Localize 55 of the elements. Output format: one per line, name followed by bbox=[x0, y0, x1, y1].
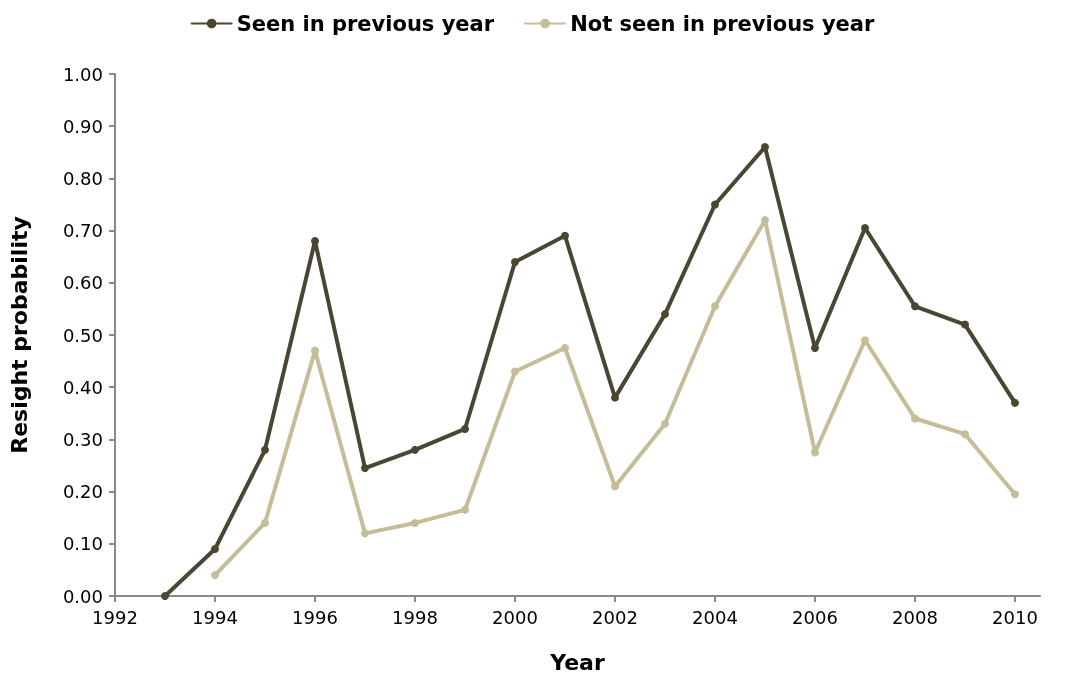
x-tick-label: 1996 bbox=[292, 606, 338, 628]
point bbox=[711, 302, 719, 311]
point bbox=[511, 367, 519, 376]
point bbox=[961, 320, 969, 329]
point bbox=[561, 344, 569, 353]
point bbox=[461, 424, 469, 433]
point bbox=[361, 529, 369, 538]
point bbox=[811, 344, 819, 353]
point bbox=[161, 592, 169, 600]
point bbox=[961, 430, 969, 439]
point bbox=[1011, 490, 1019, 499]
point bbox=[661, 310, 669, 319]
point bbox=[811, 448, 819, 457]
point bbox=[311, 346, 319, 355]
point bbox=[661, 419, 669, 428]
legend-label: Not seen in previous year bbox=[570, 11, 875, 36]
point bbox=[1011, 398, 1019, 407]
point bbox=[911, 414, 919, 423]
x-tick-label: 1998 bbox=[392, 606, 438, 628]
point bbox=[411, 445, 419, 454]
y-tick-label: 0.50 bbox=[62, 324, 103, 346]
x-tick-label: 2004 bbox=[692, 606, 738, 628]
point bbox=[211, 545, 219, 554]
y-tick-label: 0.60 bbox=[62, 272, 103, 294]
y-tick-label: 0.90 bbox=[62, 115, 103, 137]
point bbox=[711, 200, 719, 209]
y-tick-label: 0.20 bbox=[62, 481, 103, 503]
x-axis-title: Year bbox=[549, 649, 605, 675]
point bbox=[511, 257, 519, 266]
y-tick-label: 0.80 bbox=[62, 167, 103, 189]
point bbox=[611, 482, 619, 491]
point bbox=[561, 231, 569, 240]
point bbox=[411, 518, 419, 527]
point bbox=[261, 518, 269, 527]
point bbox=[361, 464, 369, 473]
point bbox=[261, 445, 269, 454]
point bbox=[211, 571, 219, 580]
legend-label: Seen in previous year bbox=[236, 11, 495, 36]
x-tick-label: 2008 bbox=[892, 606, 938, 628]
x-tick-label: 1994 bbox=[192, 606, 238, 628]
x-tick-label: 2006 bbox=[792, 606, 838, 628]
y-tick-label: 0.70 bbox=[62, 220, 103, 242]
y-tick-label: 0.40 bbox=[62, 376, 103, 398]
point bbox=[461, 505, 469, 514]
y-tick-label: 0.00 bbox=[62, 585, 103, 607]
y-tick-label: 0.30 bbox=[62, 428, 103, 450]
x-tick-label: 2002 bbox=[592, 606, 638, 628]
y-tick-label: 0.10 bbox=[62, 533, 103, 555]
x-tick-label: 2000 bbox=[492, 606, 538, 628]
x-tick-label: 2010 bbox=[992, 606, 1038, 628]
point bbox=[861, 223, 869, 232]
y-axis-title: Resight probability bbox=[6, 216, 32, 454]
y-tick-label: 1.00 bbox=[62, 63, 103, 85]
x-tick-label: 1992 bbox=[92, 606, 138, 628]
point bbox=[911, 302, 919, 311]
